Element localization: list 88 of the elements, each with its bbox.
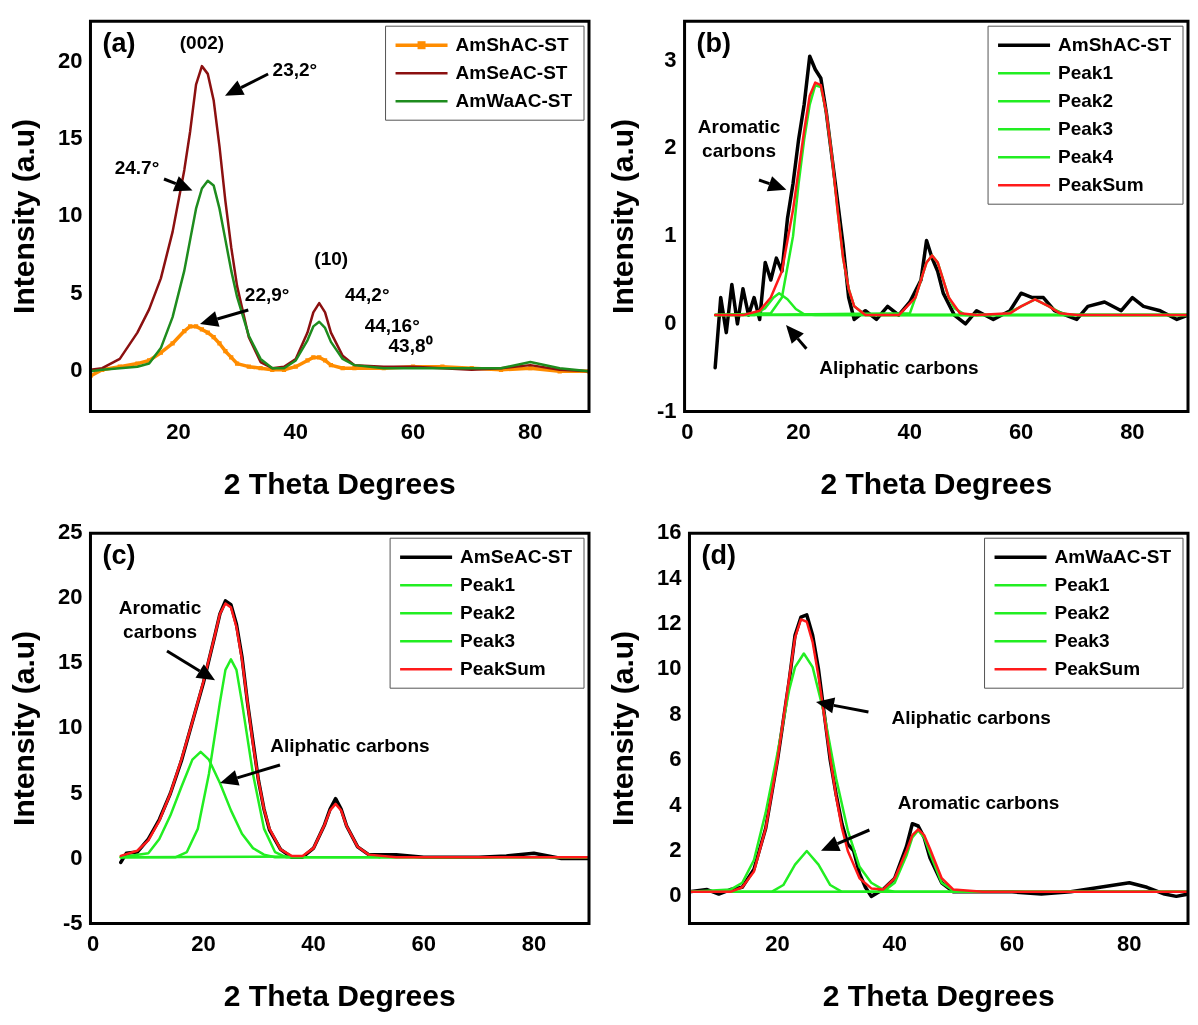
annotation: 23,2°: [272, 58, 318, 80]
y-axis-title: Intensity (a.u): [7, 630, 41, 826]
x-tick-label: 20: [166, 418, 191, 444]
annotation: (c): [102, 540, 136, 571]
legend-label: AmShAC-ST: [1058, 34, 1172, 56]
y-tick-label: 0: [664, 309, 677, 335]
annotation: (b): [696, 28, 732, 59]
legend-label: AmSeAC-ST: [460, 546, 573, 568]
y-tick-label: 5: [70, 779, 83, 805]
y-axis-title: Intensity (a.u): [606, 630, 640, 826]
annotation: 44,2°: [344, 284, 390, 306]
x-tick-label: 80: [518, 418, 543, 444]
y-tick-label: 5: [70, 279, 83, 305]
legend-label: Peak3: [460, 630, 516, 652]
legend-label: AmWaAC-ST: [455, 90, 573, 112]
annotation: Aliphatic carbons: [891, 706, 1051, 728]
y-tick-label: 0: [70, 357, 83, 383]
annotation: Aromatic carbons: [697, 115, 781, 161]
x-tick-label: 20: [786, 418, 811, 444]
x-axis-title: 2 Theta Degrees: [820, 467, 1053, 501]
y-tick-label: 12: [656, 610, 682, 636]
y-tick-label: -1: [657, 397, 677, 423]
legend-label: AmShAC-ST: [455, 34, 569, 56]
x-tick-label: 40: [301, 930, 326, 956]
y-tick-label: 0: [70, 844, 83, 870]
x-tick-label: 60: [411, 930, 436, 956]
x-tick-label: 40: [283, 418, 308, 444]
y-tick-label: 20: [57, 47, 83, 73]
legend-label: Peak1: [1054, 574, 1110, 596]
y-tick-label: 25: [57, 519, 83, 545]
y-axis-title: Intensity (a.u): [7, 118, 41, 314]
y-tick-label: 14: [656, 564, 683, 590]
y-tick-label: 3: [664, 46, 677, 72]
x-axis-title: 2 Theta Degrees: [223, 979, 456, 1013]
x-tick-label: 60: [1008, 418, 1034, 444]
y-tick-label: 15: [57, 649, 83, 675]
legend-label: PeakSum: [1054, 658, 1141, 680]
x-tick-label: 20: [765, 930, 790, 956]
annotation: (a): [102, 28, 136, 59]
x-tick-label: 60: [999, 930, 1025, 956]
annotation: 22,9°: [244, 283, 290, 305]
y-tick-label: 10: [57, 714, 83, 740]
annotation: Aromatic carbons: [118, 597, 202, 643]
y-tick-label: 2: [669, 837, 682, 863]
x-tick-label: 80: [1120, 418, 1145, 444]
y-tick-label: 2: [664, 134, 677, 160]
y-tick-label: 8: [669, 700, 682, 726]
legend-label: Peak3: [1058, 118, 1114, 140]
y-tick-label: 10: [656, 655, 682, 681]
x-tick-label: 80: [521, 930, 547, 956]
y-tick-label: -5: [62, 909, 83, 935]
y-tick-label: 1: [664, 222, 677, 248]
legend-label: PeakSum: [460, 658, 546, 680]
y-tick-label: 10: [57, 202, 83, 228]
x-tick-label: 40: [882, 930, 907, 956]
x-tick-label: 0: [87, 930, 100, 956]
annotation: (10): [314, 248, 349, 270]
legend-label: Peak2: [1058, 90, 1114, 112]
y-tick-label: 16: [656, 519, 682, 545]
annotation: 24.7°: [114, 157, 160, 179]
annotation: Aliphatic carbons: [270, 735, 430, 757]
legend-label: Peak1: [460, 574, 516, 596]
annotation: (d): [701, 540, 736, 571]
y-tick-label: 15: [57, 125, 83, 150]
legend-label: AmWaAC-ST: [1054, 546, 1172, 568]
x-tick-label: 80: [1117, 930, 1142, 956]
legend-label: PeakSum: [1058, 174, 1144, 196]
annotation: 43,8⁰: [388, 334, 433, 356]
annotation: Aliphatic carbons: [819, 356, 979, 378]
annotation: 44,16°: [364, 314, 420, 336]
y-axis-title: Intensity (a.u): [606, 118, 640, 314]
legend-label: Peak2: [460, 602, 516, 624]
y-tick-label: 4: [669, 791, 683, 817]
x-axis-title: 2 Theta Degrees: [822, 979, 1055, 1013]
legend-label: Peak3: [1054, 630, 1110, 652]
legend-label: AmSeAC-ST: [455, 62, 568, 84]
annotation: Aromatic carbons: [897, 791, 1060, 813]
legend-label: Peak4: [1058, 146, 1114, 168]
y-tick-label: 20: [57, 584, 83, 610]
y-tick-label: 0: [669, 882, 682, 908]
x-tick-label: 40: [897, 418, 923, 444]
x-axis-title: 2 Theta Degrees: [223, 467, 456, 501]
x-tick-label: 20: [191, 930, 216, 956]
legend-label: Peak1: [1058, 62, 1114, 84]
annotation: (002): [179, 32, 225, 54]
y-tick-label: 6: [669, 746, 682, 772]
x-tick-label: 60: [400, 418, 426, 444]
legend-label: Peak2: [1054, 602, 1110, 624]
